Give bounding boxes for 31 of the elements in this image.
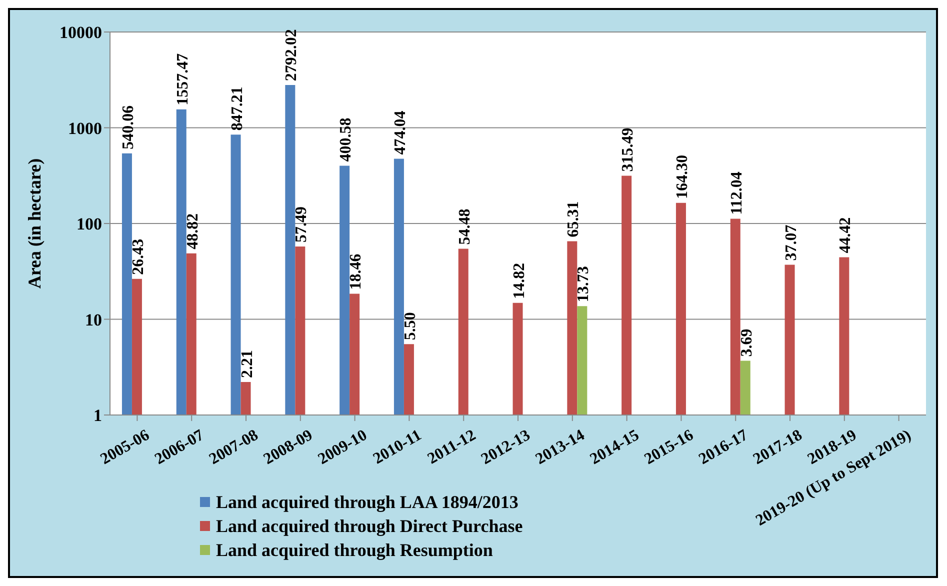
data-label: 2.21 xyxy=(238,350,256,378)
y-tick-label: 10000 xyxy=(60,23,102,42)
data-label: 5.50 xyxy=(402,312,419,340)
data-label: 112.04 xyxy=(728,172,746,215)
y-axis-title: Area (in hectare) xyxy=(24,158,44,289)
data-label: 1557.47 xyxy=(174,53,192,106)
y-tick-label: 10 xyxy=(85,310,102,330)
legend-label: Land acquired through Resumption xyxy=(216,540,493,560)
data-label: 847.21 xyxy=(228,86,246,131)
data-label: 14.82 xyxy=(510,262,528,299)
data-label: 315.49 xyxy=(620,128,637,172)
data-label: 48.82 xyxy=(184,213,202,250)
data-label: 26.43 xyxy=(130,238,147,275)
data-label: 400.58 xyxy=(338,118,355,162)
data-label: 13.73 xyxy=(575,266,592,302)
y-tick-label: 1000 xyxy=(68,118,102,138)
legend-label: Land acquired through Direct Purchase xyxy=(216,516,523,536)
y-tick-label: 100 xyxy=(76,214,102,234)
data-label: 54.48 xyxy=(456,208,474,245)
data-label: 57.49 xyxy=(293,206,310,243)
data-label: 474.04 xyxy=(392,110,409,155)
y-tick-label: 1 xyxy=(94,406,102,426)
data-label: 44.42 xyxy=(837,217,854,254)
data-label: 540.06 xyxy=(120,105,137,150)
data-label: 65.31 xyxy=(565,201,582,238)
data-label: 2792.02 xyxy=(283,29,300,82)
legend-label: Land acquired through LAA 1894/2013 xyxy=(216,492,518,512)
data-label: 3.69 xyxy=(738,328,756,357)
data-label: 18.46 xyxy=(348,254,365,290)
data-label: 37.07 xyxy=(782,224,800,261)
data-label: 164.30 xyxy=(674,154,691,199)
